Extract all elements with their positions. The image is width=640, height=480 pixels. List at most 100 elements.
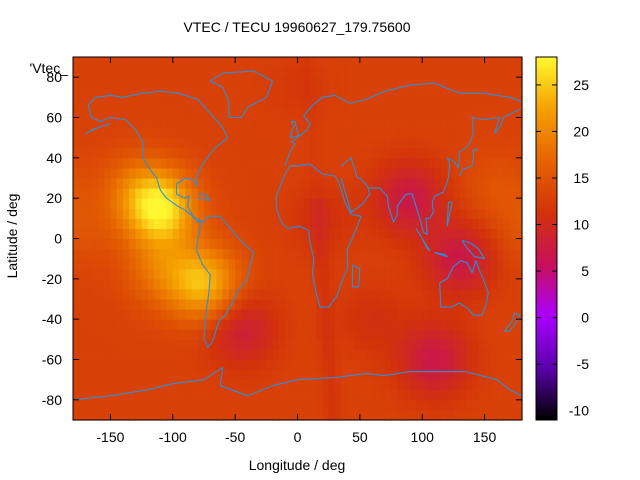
- heatmap-cell: [216, 188, 224, 199]
- heatmap-cell: [228, 409, 236, 421]
- heatmap-cell: [322, 178, 330, 189]
- heatmap-cell: [97, 67, 105, 78]
- heatmap-cell: [384, 188, 392, 199]
- heatmap-cell: [97, 248, 105, 260]
- heatmap-cell: [478, 238, 486, 250]
- heatmap-cell: [291, 77, 299, 88]
- heatmap-cell: [515, 67, 523, 78]
- heatmap-cell: [228, 198, 236, 209]
- heatmap-cell: [160, 288, 168, 300]
- heatmap-cell: [316, 369, 324, 381]
- heatmap-cell: [341, 278, 348, 290]
- heatmap-cell: [210, 359, 218, 371]
- heatmap-cell: [297, 97, 305, 109]
- y-axis-label: Latitude / deg: [4, 194, 20, 279]
- heatmap-cell: [378, 278, 386, 290]
- heatmap-cell: [316, 87, 324, 98]
- heatmap-cell: [97, 379, 105, 391]
- heatmap-cell: [347, 198, 355, 209]
- heatmap-cell: [147, 157, 155, 169]
- heatmap-cell: [384, 67, 392, 78]
- heatmap-cell: [210, 409, 218, 421]
- heatmap-cell: [172, 228, 180, 240]
- heatmap-cell: [291, 157, 299, 169]
- heatmap-cell: [266, 319, 274, 330]
- heatmap-cell: [241, 399, 249, 411]
- heatmap-cell: [397, 178, 405, 189]
- heatmap-cell: [210, 228, 218, 240]
- heatmap-cell: [428, 147, 436, 159]
- heatmap-cell: [185, 359, 193, 371]
- heatmap-cell: [366, 238, 373, 250]
- heatmap-cell: [497, 167, 504, 179]
- heatmap-cell: [447, 288, 455, 300]
- heatmap-cell: [503, 339, 511, 351]
- heatmap-cell: [490, 339, 498, 351]
- heatmap-cell: [391, 349, 398, 361]
- heatmap-cell: [497, 107, 504, 119]
- heatmap-cell: [210, 248, 218, 260]
- heatmap-cell: [366, 369, 373, 381]
- heatmap-cell: [235, 117, 242, 129]
- heatmap-cell: [484, 137, 492, 149]
- heatmap-cell: [509, 299, 517, 310]
- heatmap-cell: [85, 188, 93, 199]
- heatmap-cell: [372, 409, 380, 421]
- heatmap-cell: [172, 157, 180, 169]
- heatmap-cell: [515, 87, 523, 98]
- heatmap-cell: [266, 349, 274, 361]
- heatmap-cell: [372, 67, 380, 78]
- heatmap-cell: [453, 329, 461, 340]
- x-tick-label: 100: [411, 429, 435, 445]
- chart-title: VTEC / TECU 19960627_179.75600: [183, 19, 410, 35]
- heatmap-cell: [359, 147, 367, 159]
- heatmap-cell: [160, 188, 168, 199]
- heatmap-cell: [260, 369, 267, 381]
- heatmap-cell: [285, 117, 292, 129]
- x-axis-label: Longitude / deg: [249, 457, 346, 473]
- heatmap-cell: [428, 87, 436, 98]
- heatmap-cell: [478, 87, 486, 98]
- heatmap-cell: [203, 319, 211, 330]
- coastline: [340, 157, 371, 213]
- heatmap-cell: [409, 188, 417, 199]
- heatmap-cell: [278, 117, 286, 129]
- heatmap-cell: [397, 278, 405, 290]
- heatmap-cell: [247, 188, 255, 199]
- heatmap-cell: [85, 198, 93, 209]
- heatmap-cell: [285, 248, 292, 260]
- heatmap-cell: [210, 147, 218, 159]
- heatmap-cell: [216, 198, 224, 209]
- heatmap-cell: [409, 248, 417, 260]
- heatmap-cell: [328, 238, 336, 250]
- heatmap-cell: [378, 147, 386, 159]
- heatmap-cell: [497, 389, 504, 401]
- heatmap-cell: [235, 77, 242, 88]
- heatmap-cell: [172, 299, 180, 310]
- heatmap-cell: [191, 379, 199, 391]
- heatmap-cell: [73, 147, 80, 159]
- heatmap-cell: [503, 409, 511, 421]
- y-tick-label: -20: [42, 271, 62, 287]
- heatmap-cell: [285, 57, 292, 68]
- heatmap-cell: [497, 299, 504, 310]
- heatmap-cell: [79, 208, 87, 219]
- heatmap-cell: [316, 117, 324, 129]
- heatmap-cell: [191, 97, 199, 109]
- heatmap-cell: [515, 268, 523, 280]
- heatmap-cell: [434, 97, 442, 109]
- heatmap-cell: [440, 319, 448, 330]
- heatmap-cell: [110, 147, 118, 159]
- heatmap-cell: [515, 167, 523, 179]
- heatmap-cell: [459, 97, 467, 109]
- heatmap-cell: [484, 67, 492, 78]
- heatmap-cell: [129, 409, 136, 421]
- heatmap-cell: [316, 379, 324, 391]
- heatmap-cell: [459, 399, 467, 411]
- heatmap-cell: [422, 87, 430, 98]
- heatmap-cell: [191, 268, 199, 280]
- heatmap-cell: [278, 359, 286, 371]
- heatmap-cell: [203, 379, 211, 391]
- heatmap-cell: [434, 147, 442, 159]
